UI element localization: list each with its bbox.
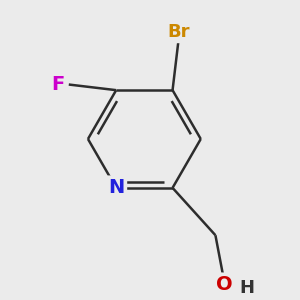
Text: F: F (51, 75, 64, 94)
Text: O: O (216, 275, 233, 294)
Text: N: N (108, 178, 124, 197)
Text: Br: Br (167, 22, 190, 40)
Text: H: H (239, 279, 254, 297)
